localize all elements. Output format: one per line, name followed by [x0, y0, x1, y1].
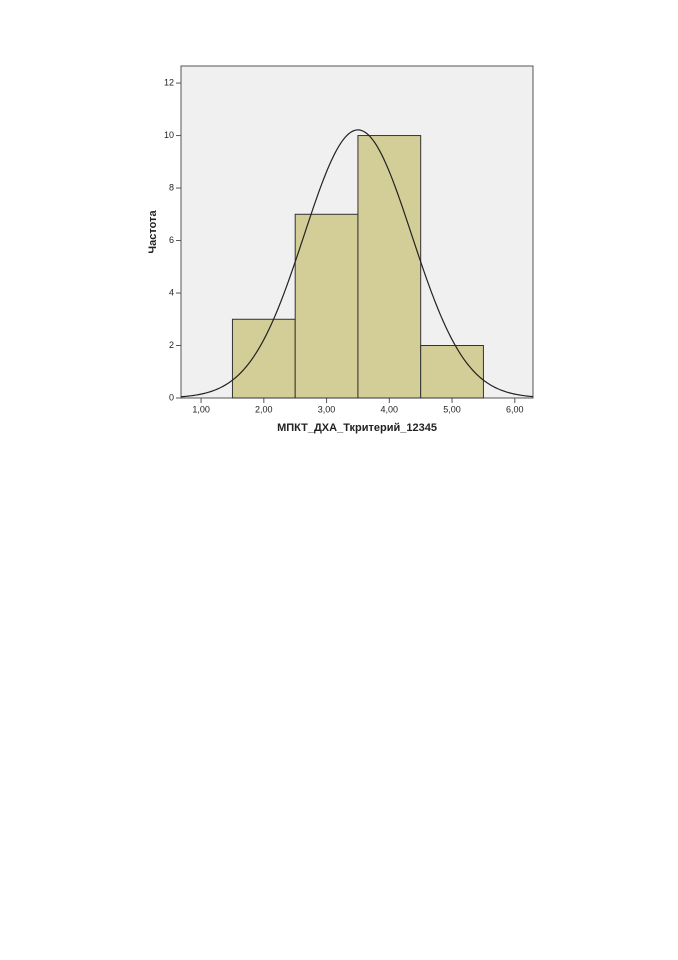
x-tick-label: 2,00 — [255, 404, 273, 414]
y-tick-label: 12 — [164, 77, 174, 87]
x-tick-label: 3,00 — [318, 404, 336, 414]
y-tick-label: 10 — [164, 130, 174, 140]
x-axis-label: МПКТ_ДХА_Ткритерий_12345 — [277, 422, 437, 434]
y-tick-label: 4 — [169, 287, 174, 297]
y-tick-label: 0 — [169, 392, 174, 402]
y-tick-label: 2 — [169, 340, 174, 350]
bar — [420, 345, 484, 399]
y-tick-label: 6 — [169, 235, 174, 245]
normal-curve — [180, 129, 534, 398]
y-axis-label: Частота — [147, 210, 159, 254]
bar — [357, 135, 422, 399]
y-tick-label: 8 — [169, 182, 174, 192]
bar — [294, 213, 359, 399]
x-tick-label: 4,00 — [381, 404, 399, 414]
bar — [231, 318, 296, 399]
x-tick-label: 1,00 — [192, 404, 210, 414]
x-tick-label: 5,00 — [443, 404, 461, 414]
x-tick-label: 6,00 — [506, 404, 524, 414]
